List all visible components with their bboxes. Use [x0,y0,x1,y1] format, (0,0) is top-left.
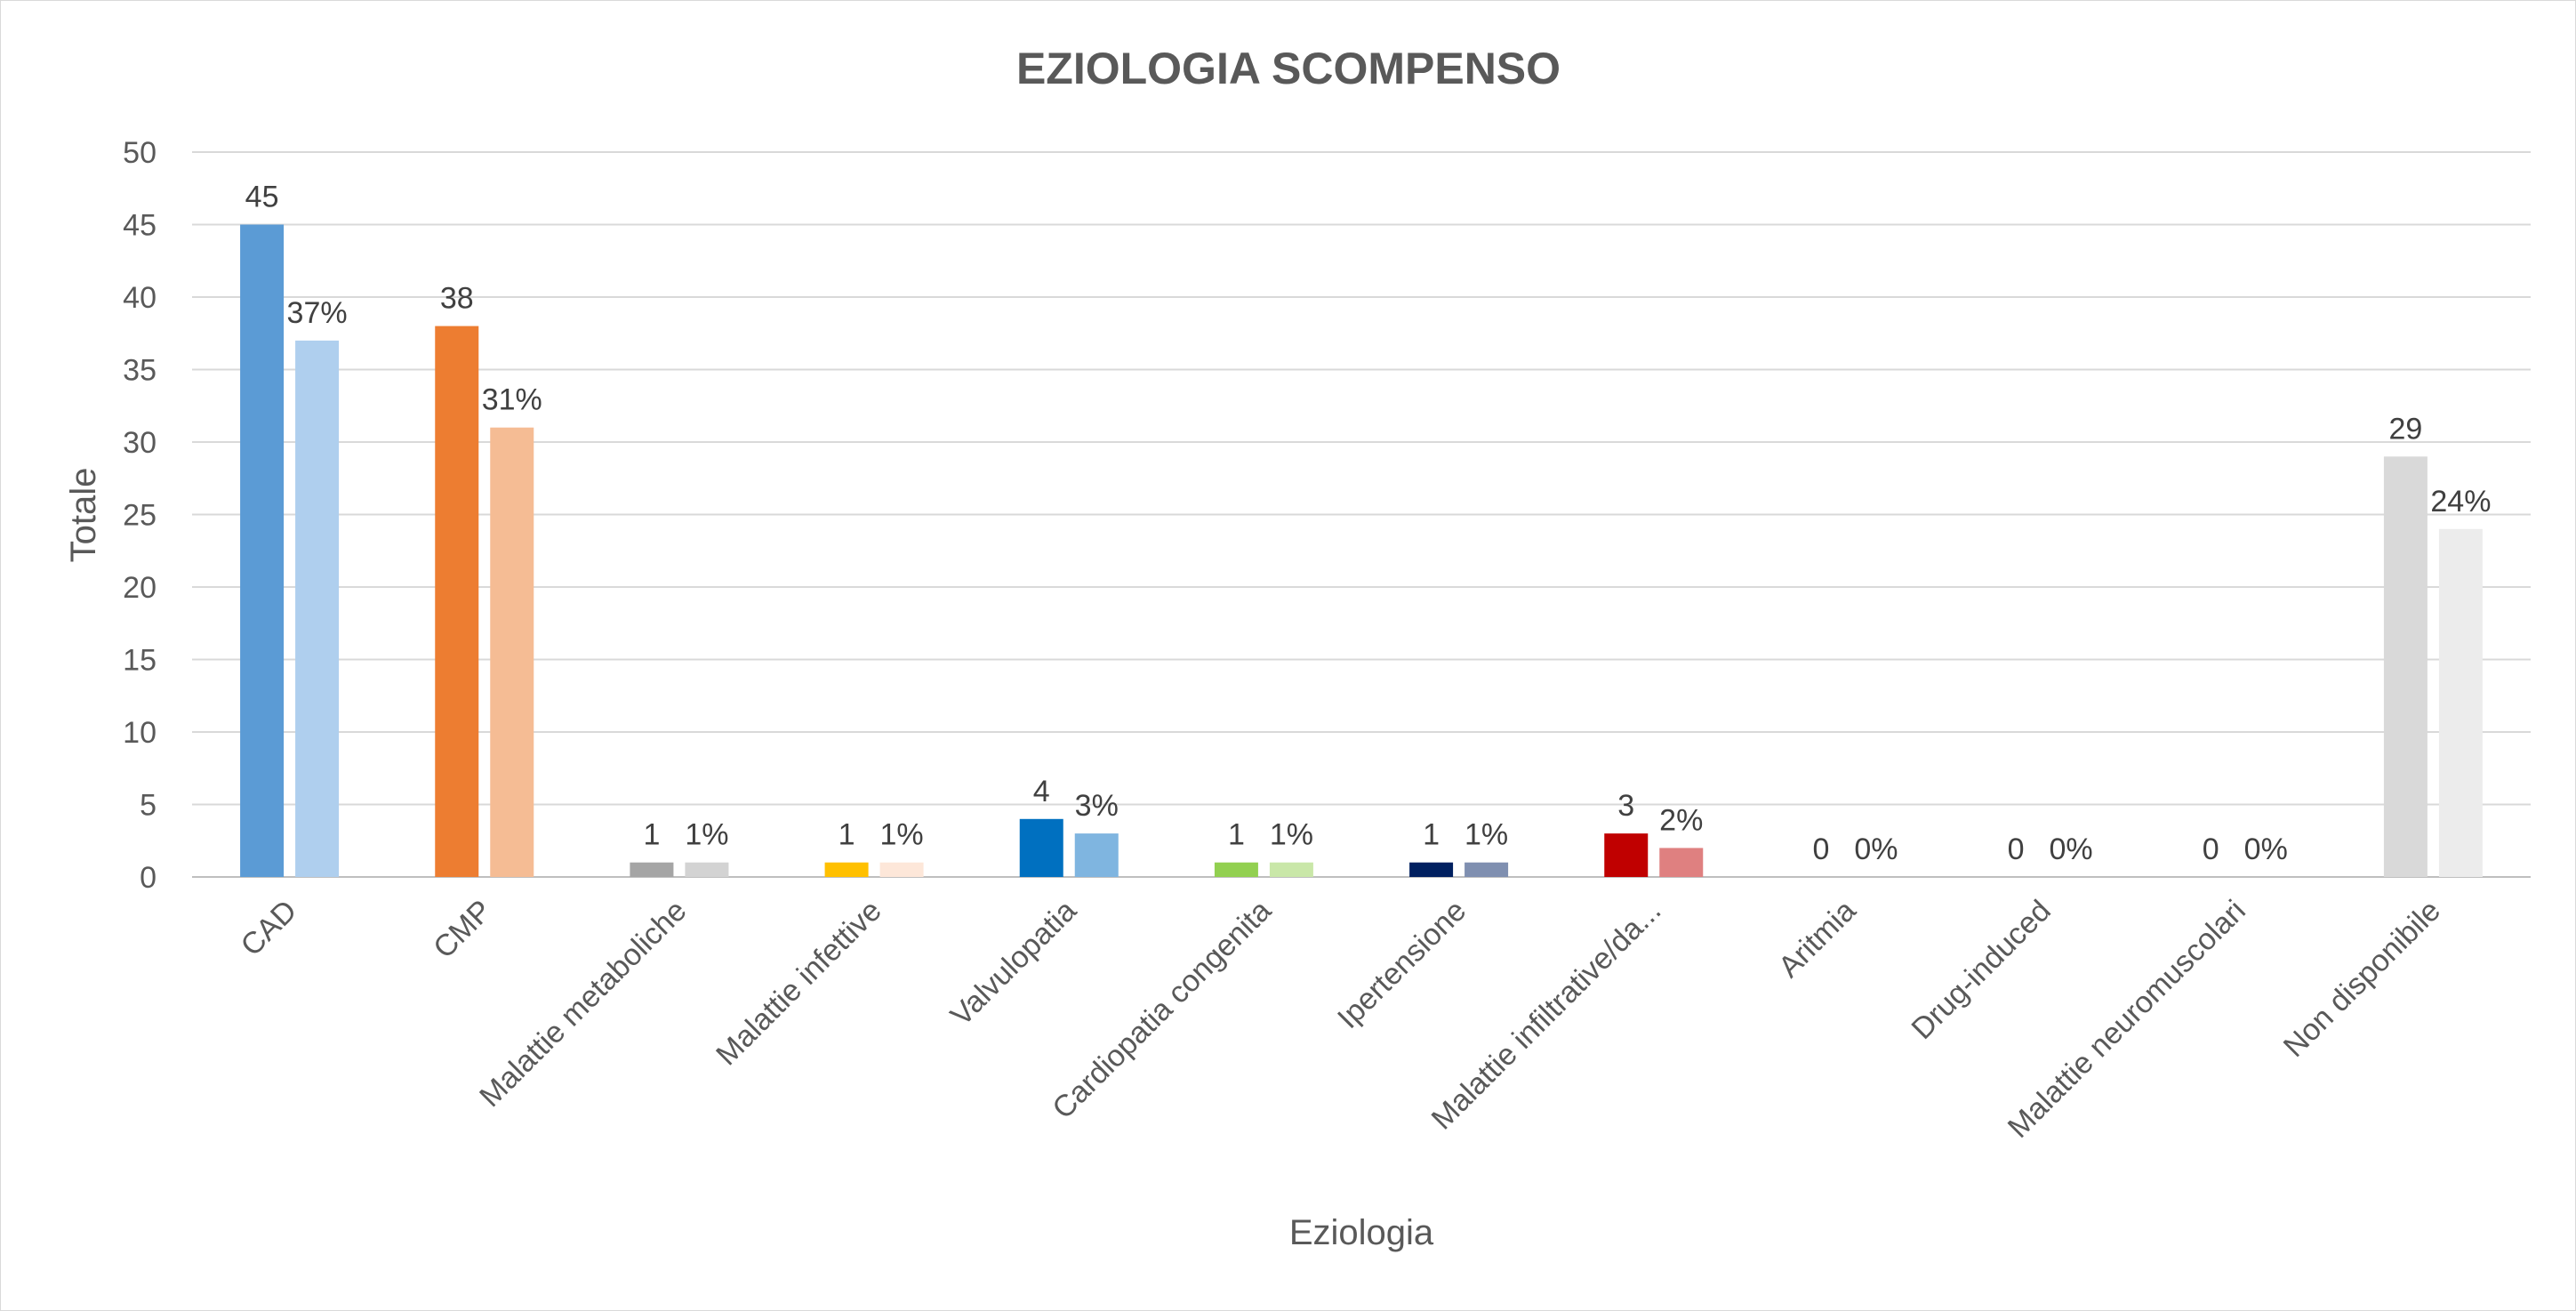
bar-percent [2438,528,2483,877]
x-tick-label: Aritmia [1772,894,1863,985]
bar-count [1604,833,1649,877]
chart-title: EZIOLOGIA SCOMPENSO [1016,44,1561,93]
y-tick-label: 25 [123,499,156,533]
x-tick-label: Malattie metaboliche [473,894,693,1114]
data-label: 24% [2430,485,2491,519]
x-tick-label: Malattie infiltrative/da... [1425,894,1668,1137]
x-tick-label: Drug-induced [1906,894,2058,1046]
data-label: 0 [2203,832,2219,866]
y-tick-label: 30 [123,426,156,460]
data-label: 2% [1659,803,1703,837]
y-tick-label: 50 [123,136,156,170]
y-tick-label: 0 [140,861,156,895]
data-label: 1% [1270,818,1313,852]
bar-count [435,326,479,878]
bar-count [2383,456,2428,877]
y-axis-title: Totale [64,468,103,563]
data-label: 1% [880,818,924,852]
x-tick-label: Valvulopatia [944,894,1083,1033]
data-label: 3 [1617,789,1634,823]
y-tick-label: 45 [123,209,156,243]
y-tick-label: 20 [123,571,156,605]
bar-percent [1269,862,1313,877]
bar-count [1214,862,1258,877]
data-label: 0% [2244,832,2288,866]
data-label: 31% [482,383,542,417]
data-label: 1 [643,818,660,852]
data-label: 37% [287,296,348,330]
bars [240,224,2483,878]
bar-percent [1074,833,1119,877]
data-label: 45 [245,181,279,214]
data-label: 1 [1228,818,1245,852]
x-tick-label: Non disponibile [2277,894,2447,1064]
bar-percent [879,862,924,877]
x-tick-label: CMP [427,894,498,965]
data-label: 4 [1033,775,1050,808]
x-tick-label: Ipertensione [1331,894,1473,1035]
x-tick-label: Malattie infettive [710,894,888,1073]
data-label: 0 [2008,832,2025,866]
y-tick-label: 15 [123,644,156,678]
data-label: 1% [1465,818,1508,852]
bar-count [824,862,869,877]
data-label: 0% [1854,832,1898,866]
y-axis-ticks: 0 5 10 15 20 25 30 35 40 45 50 [123,136,156,895]
x-tick-label: CAD [235,894,304,963]
bar-count [1019,818,1063,877]
bar-percent [685,862,729,877]
gridlines [192,151,2531,878]
data-label: 1% [685,818,728,852]
data-labels: 45 37% 38 31% 1 1% 1 1% 4 3% 1 1% 1 1% 3 2% 0 0% 0 0% 0 0% 29 2… [245,181,2492,867]
y-tick-label: 40 [123,281,156,315]
bar-percent [1465,862,1509,877]
bar-count [1409,862,1454,877]
bar-percent [1659,848,1704,877]
data-label: 29 [2389,412,2423,446]
x-axis-title: Eziologia [1289,1213,1434,1252]
data-label: 1 [1423,818,1440,852]
y-tick-label: 10 [123,716,156,750]
bar-percent [295,340,340,877]
bar-count [240,224,285,877]
bar-percent [490,427,534,877]
data-label: 3% [1075,789,1119,823]
x-tick-label: Cardiopatia congenita [1046,894,1278,1126]
y-tick-label: 5 [140,789,156,823]
data-label: 1 [839,818,855,852]
data-label: 0 [1812,832,1829,866]
y-tick-label: 35 [123,354,156,388]
data-label: 0% [2050,832,2093,866]
bar-count [630,862,674,877]
data-label: 38 [440,282,474,316]
